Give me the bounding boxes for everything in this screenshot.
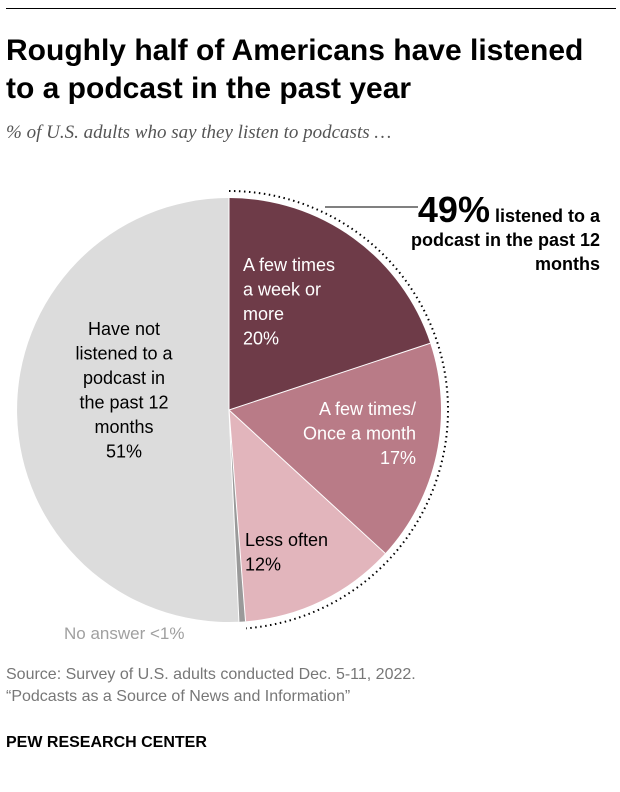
slice-label-4-0: Have not	[88, 319, 160, 339]
source-line-2: “Podcasts as a Source of News and Inform…	[6, 688, 351, 705]
source-note: Source: Survey of U.S. adults conducted …	[6, 664, 416, 708]
pie-slice-2	[229, 410, 386, 622]
slice-divider-2	[228, 409, 386, 554]
slice-label-1-0: A few times/	[319, 399, 416, 419]
no-answer-label: No answer <1%	[64, 624, 185, 643]
slice-label-0-2: more	[243, 304, 284, 324]
chart-title: Roughly half of Americans have listened …	[6, 34, 584, 105]
callout-text: listened to a podcast in the past 12 mon…	[410, 206, 600, 274]
slice-label-0-1: a week or	[243, 280, 321, 300]
pie-slice-4	[17, 198, 239, 622]
slice-divider-3	[228, 409, 247, 622]
listened-callout: 49% listened to a podcast in the past 12…	[400, 192, 600, 276]
source-line-1: Source: Survey of U.S. adults conducted …	[6, 666, 416, 683]
chart-subtitle: % of U.S. adults who say they listen to …	[6, 122, 392, 143]
slice-label-4-4: months	[94, 417, 153, 437]
slice-value-label-2: 12%	[245, 555, 281, 575]
slice-value-label-4: 51%	[106, 442, 142, 462]
slice-divider-1	[228, 342, 431, 411]
slice-value-label-0: 20%	[243, 329, 279, 349]
slice-divider-4	[228, 409, 240, 622]
callout-value: 49%	[417, 189, 490, 230]
slice-label-4-1: listened to a	[75, 344, 173, 364]
pie-slice-0	[229, 198, 431, 410]
slice-label-2-0: Less often	[245, 530, 328, 550]
listened-bracket	[228, 190, 449, 630]
slice-label-0-0: A few times	[243, 255, 335, 275]
brand-label: PEW RESEARCH CENTER	[6, 734, 207, 751]
pie-chart-svg: A few times a week or more 20% A few times/O…	[17, 190, 449, 630]
slice-label-1-1: Once a month	[303, 424, 416, 444]
slice-value-label-1: 17%	[380, 448, 416, 468]
top-rule	[6, 8, 616, 9]
slice-label-4-2: podcast in	[83, 368, 165, 388]
pie-slice-1	[229, 343, 442, 554]
pie-chart: A few times a week or more 20% A few times/O…	[0, 176, 620, 656]
slice-label-4-3: the past 12	[79, 393, 168, 413]
